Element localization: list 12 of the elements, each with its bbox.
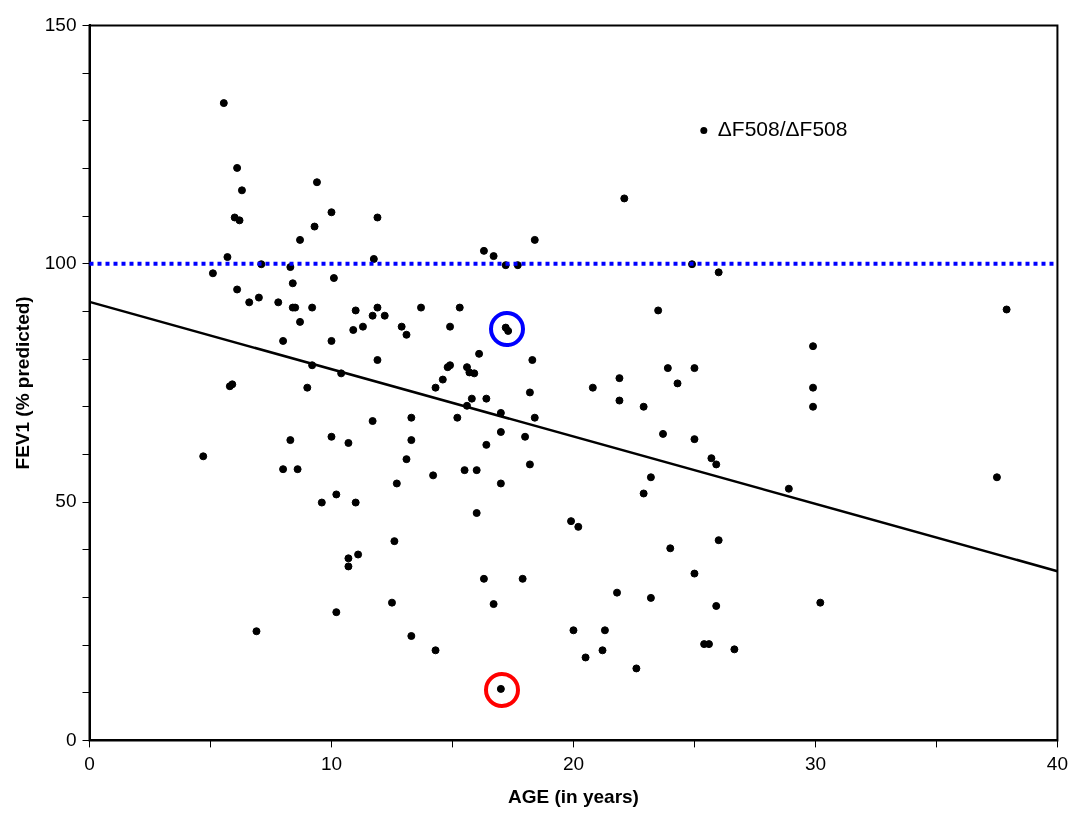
x-axis-title: AGE (in years) <box>508 785 639 807</box>
x-tick-label: 40 <box>1046 753 1068 775</box>
y-tick-label: 0 <box>65 728 77 750</box>
y-tick-label: 100 <box>44 251 77 273</box>
x-tick-label: 20 <box>562 753 585 775</box>
y-axis-title: FEV1 (% predicted) <box>11 296 33 470</box>
legend-label: ΔF508/ΔF508 <box>717 117 848 141</box>
x-tick-label: 10 <box>320 753 343 775</box>
y-tick-label: 50 <box>55 490 77 512</box>
y-tick-label: 150 <box>44 13 77 35</box>
x-tick-label: 0 <box>84 753 95 775</box>
x-tick-label: 30 <box>804 753 827 775</box>
